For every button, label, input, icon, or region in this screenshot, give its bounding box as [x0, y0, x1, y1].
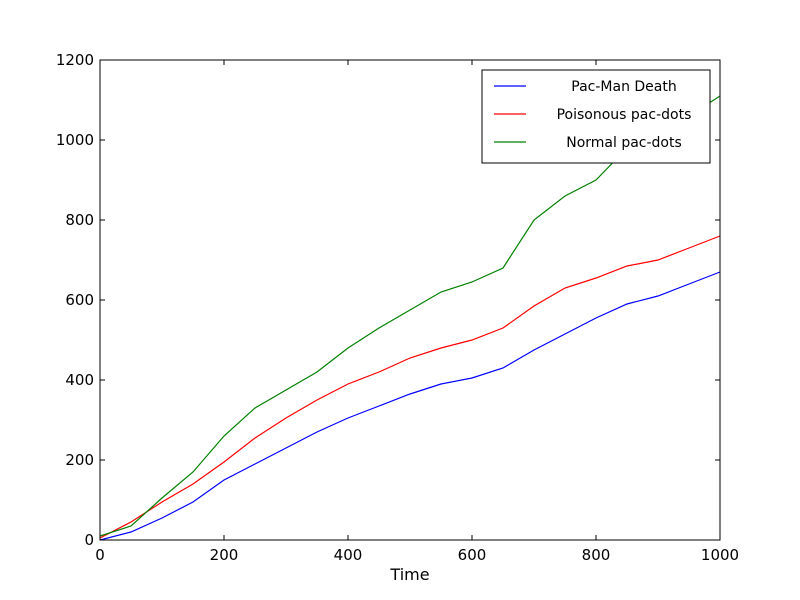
y-tick-label: 0	[84, 531, 94, 549]
x-tick-label: 400	[334, 546, 363, 564]
x-axis-label: Time	[389, 565, 429, 584]
series-line-1	[99, 235, 721, 539]
legend: Pac-Man Death Poisonous pac-dots Normal pa…	[481, 69, 711, 164]
y-tick-label: 400	[65, 371, 94, 389]
ticks-layer: 0 200 400 600 800 1000 0 200 400 600 800 1000 1200	[56, 51, 739, 564]
legend-label-0: Pac-Man Death	[571, 79, 676, 95]
x-tick-label: 0	[95, 546, 105, 564]
y-tick-label: 800	[65, 211, 94, 229]
x-tick-label: 600	[458, 546, 487, 564]
legend-items: Pac-Man Death Poisonous pac-dots Normal pa…	[494, 79, 691, 151]
x-tick-label: 200	[210, 546, 239, 564]
y-tick-label: 1000	[56, 131, 94, 149]
series-line-0	[99, 271, 721, 541]
x-tick-label: 1000	[701, 546, 739, 564]
legend-label-2: Normal pac-dots	[566, 135, 682, 151]
y-tick-label: 600	[65, 291, 94, 309]
y-tick-label: 1200	[56, 51, 94, 69]
y-tick-label: 200	[65, 451, 94, 469]
legend-label-1: Poisonous pac-dots	[557, 107, 692, 123]
x-tick-label: 800	[582, 546, 611, 564]
